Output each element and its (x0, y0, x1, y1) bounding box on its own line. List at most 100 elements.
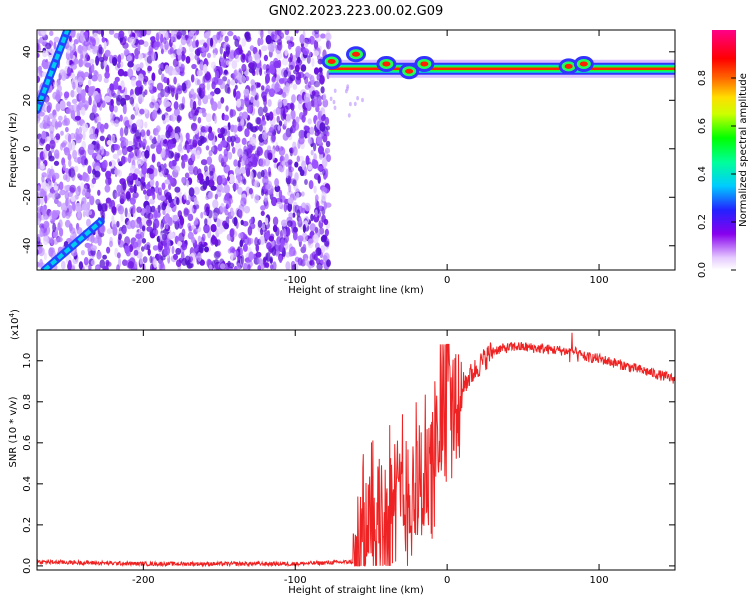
x-tick-label: 0 (444, 275, 450, 286)
spectrogram-noise-speck (279, 106, 283, 116)
spectrogram-noise-speck (323, 240, 330, 247)
spectrogram-noise-speck (150, 143, 156, 149)
spectrogram-noise-speck (292, 83, 298, 90)
spectrogram-noise-speck (290, 36, 294, 42)
spectrogram-noise-speck (103, 40, 107, 50)
spectrogram-noise-speck (284, 49, 289, 56)
spectrogram-noise-speck (68, 168, 76, 178)
spectrogram-noise-speck (44, 221, 50, 228)
spectrogram-noise-speck (165, 213, 170, 222)
spectrogram-noise-speck (262, 95, 267, 102)
spectrogram-noise-speck (149, 135, 153, 141)
spectrogram-noise-speck (52, 238, 59, 245)
spectrogram-noise-speck (74, 115, 82, 121)
spectrogram-noise-speck (204, 71, 211, 81)
spectrogram-noise-speck (98, 56, 105, 63)
spectrogram-noise-speck (295, 30, 299, 34)
spectrogram-noise-speck (134, 168, 140, 175)
spectrogram-noise-speck (149, 198, 155, 205)
spectrogram-noise-speck (250, 96, 254, 103)
spectrogram-noise-speck (163, 199, 168, 206)
spectrogram-noise-speck (147, 168, 154, 175)
x-tick-label: 0 (444, 575, 450, 586)
spectrogram-noise-speck (295, 71, 302, 81)
spectrogram-noise-speck (234, 69, 238, 77)
spectrogram-noise-speck (321, 191, 327, 202)
spectrogram-noise-speck (70, 30, 76, 38)
spectrogram-noise-speck (263, 106, 268, 113)
spectrogram-noise-speck (92, 161, 97, 169)
colorbar: 0.0 0.2 0.4 0.6 0.8 Normalized spectral ampl… (697, 30, 749, 278)
spectrogram-noise-speck (333, 105, 337, 111)
spectrogram-noise-speck (48, 54, 53, 61)
spectrogram-noise-speck (104, 95, 111, 103)
spectrogram-noise-speck (164, 30, 168, 38)
spectrogram-noise-speck (172, 214, 179, 222)
spectrogram-noise-speck (309, 260, 315, 266)
spectrogram-noise-speck (226, 176, 230, 182)
spectrogram-noise-speck (124, 207, 128, 218)
spectrogram-noise-speck (142, 256, 148, 264)
snr-panel: -200 -100 0 100 0.0 0.2 0.4 0.6 0.8 1.0 Height o… (8, 309, 676, 596)
spectrogram-noise-speck (105, 170, 112, 179)
spectrogram-noise-speck (208, 126, 213, 133)
spectrogram-noise-speck (287, 197, 294, 205)
spectrogram-noise-speck (61, 260, 66, 270)
spectrogram-noise-speck (168, 195, 173, 204)
spectrogram-noise-speck (135, 119, 143, 128)
spectrogram-noise-speck (303, 129, 308, 139)
spectrogram-noise-speck (239, 247, 243, 256)
spectrogram-noise-speck (197, 116, 202, 124)
spectrogram-noise-speck (59, 189, 66, 196)
spectrogram-noise-speck (282, 98, 288, 106)
spectrogram-noise-speck (313, 50, 319, 57)
colorbar-tick-label: 0.6 (697, 118, 708, 134)
spectrogram-noise-speck (313, 95, 319, 102)
spectrogram-noise-speck (249, 45, 255, 51)
colorbar-ticks: 0.0 0.2 0.4 0.6 0.8 (697, 70, 736, 278)
spectrogram-noise-speck (285, 35, 292, 41)
spectrogram-noise-speck (192, 134, 200, 144)
spectrogram-noise-speck (277, 41, 283, 51)
spectrogram-noise-speck (87, 165, 92, 175)
spectrogram-noise-speck (238, 49, 244, 55)
spectrogram-noise-speck (140, 181, 144, 191)
spectrogram-noise-speck (270, 31, 278, 40)
spectrogram-noise-speck (77, 156, 82, 165)
spectrogram-noise-speck (131, 123, 137, 133)
spectrogram-noise-speck (37, 52, 40, 58)
spectrogram-noise-speck (44, 195, 48, 204)
spectrogram-noise-speck (110, 99, 114, 106)
spectrogram-noise-speck (159, 134, 166, 140)
spectrogram-noise-speck (319, 76, 325, 84)
spectrogram-noise-speck (162, 209, 166, 216)
spectrogram-noise-speck (37, 157, 41, 165)
spectrogram-noise-speck (207, 131, 215, 141)
spectrogram-noise-speck (251, 126, 258, 133)
spectrogram-noise-speck (112, 223, 117, 233)
spectrogram-noise-speck (197, 168, 202, 178)
spectrogram-noise-speck (84, 62, 92, 68)
spectrogram-noise-speck (174, 151, 178, 161)
spectrogram-noise-speck (68, 35, 72, 42)
spectrogram-y-ticks: -40 -20 0 20 40 (22, 45, 675, 254)
spectrogram-noise-speck (236, 262, 241, 270)
spectrogram-noise-speck (173, 101, 179, 110)
spectrogram-noise-speck (226, 198, 232, 209)
spectrogram-noise-speck (122, 42, 129, 49)
spectrogram-noise-speck (241, 111, 249, 120)
spectrogram-noise-speck (245, 75, 250, 82)
spectrogram-noise-speck (69, 233, 76, 240)
spectrogram-noise-speck (103, 60, 107, 68)
spectrogram-noise-speck (223, 51, 227, 61)
spectrogram-noise-speck (165, 106, 172, 112)
spectrogram-noise-speck (136, 206, 142, 213)
spectrogram-noise-speck (257, 219, 263, 228)
spectrogram-noise-speck (129, 36, 136, 45)
spectrogram-noise-speck (199, 178, 204, 185)
spectrogram-noise-speck (102, 254, 107, 260)
spectrogram-noise-speck (37, 42, 40, 52)
spectrogram-noise-speck (280, 32, 284, 39)
spectrogram-noise-speck (66, 101, 71, 107)
spectrogram-noise-speck (145, 30, 152, 36)
